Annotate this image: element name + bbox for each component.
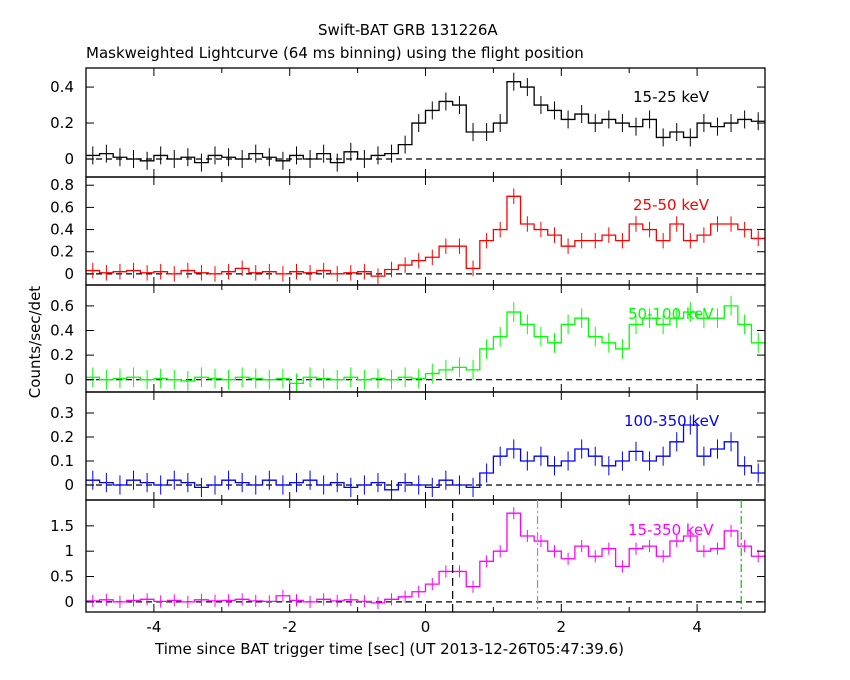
y-tick-label: 0 <box>64 371 74 389</box>
panel-0: 0 0.2 0.4 15-25 keV <box>50 67 766 178</box>
y-tick-label: 0.1 <box>50 452 74 470</box>
x-tick-label: 0 <box>421 618 431 636</box>
y-tick-label: 0.2 <box>50 243 74 261</box>
x-axis-label: Time since BAT trigger time [sec] (UT 20… <box>155 640 624 658</box>
panel-3: 0 0.1 0.2 0.3 100-350 keV <box>50 391 766 501</box>
y-tick-label: 0.3 <box>50 404 74 422</box>
energy-band-label: 15-350 keV <box>628 521 714 539</box>
y-tick-label: 0.8 <box>50 176 74 194</box>
lightcurve-series <box>86 81 765 164</box>
energy-band-label: 15-25 keV <box>633 88 710 106</box>
y-tick-label: 0 <box>64 150 74 168</box>
y-tick-label: 1.5 <box>50 517 74 535</box>
y-tick-label: 0.4 <box>50 221 74 239</box>
y-tick-label: 0 <box>64 476 74 494</box>
lightcurve-series <box>86 305 765 385</box>
panel-1: 0 0.2 0.4 0.6 0.8 25-50 keV <box>50 176 766 286</box>
lightcurve-series <box>86 512 765 604</box>
lightcurve-series <box>86 424 765 491</box>
chart-subtitle: Maskweighted Lightcurve (64 ms binning) … <box>86 44 584 62</box>
y-tick-label: 0.6 <box>50 297 74 315</box>
panel-frame <box>85 499 766 613</box>
x-tick-label: -2 <box>282 618 297 636</box>
y-tick-label: 0.2 <box>50 346 74 364</box>
lightcurve-series <box>86 195 765 277</box>
chart-title: Swift-BAT GRB 131226A <box>318 21 498 39</box>
y-tick-label: 0.2 <box>50 428 74 446</box>
y-tick-label: 0.4 <box>50 322 74 340</box>
y-tick-label: 0.6 <box>50 198 74 216</box>
y-tick-label: 0.5 <box>50 568 74 586</box>
y-tick-label: 1 <box>64 542 74 560</box>
panel-4: 0 0.5 1 1.5 15-350 keV <box>50 499 766 613</box>
x-tick-label: 2 <box>557 618 567 636</box>
y-tick-label: 0 <box>64 265 74 283</box>
y-tick-label: 0.2 <box>50 114 74 132</box>
x-tick-label: -4 <box>146 618 161 636</box>
energy-band-label: 100-350 keV <box>624 412 720 430</box>
panel-2: 0 0.2 0.4 0.6 50-100 keV <box>50 284 766 393</box>
energy-band-label: 50-100 keV <box>628 305 714 323</box>
y-tick-label: 0 <box>64 593 74 611</box>
energy-band-label: 25-50 keV <box>633 196 710 214</box>
y-tick-label: 0.4 <box>50 78 74 96</box>
x-tick-label: 4 <box>692 618 702 636</box>
